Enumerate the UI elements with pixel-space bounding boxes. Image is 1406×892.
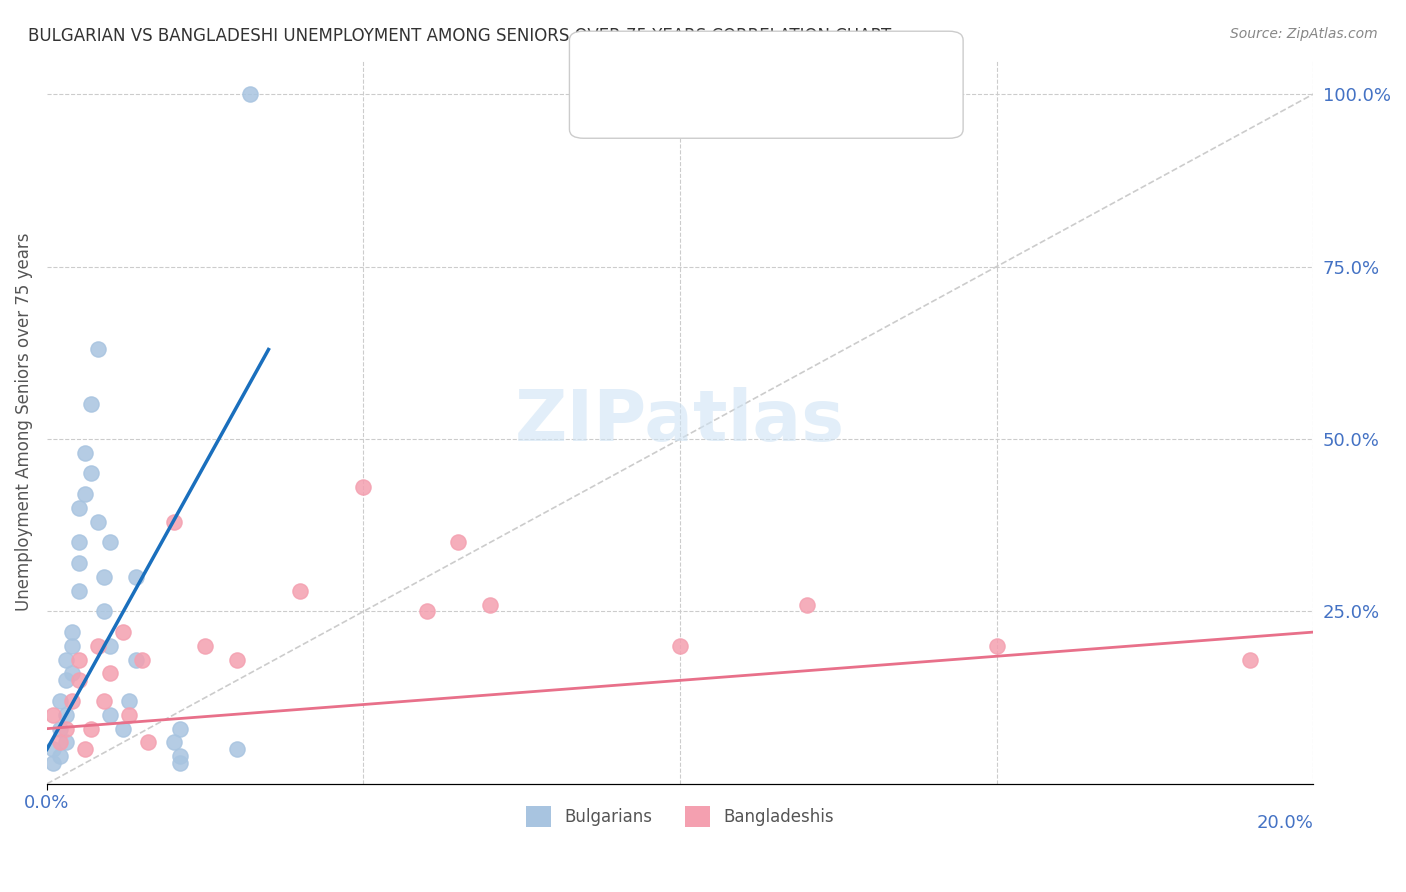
Text: R = 0.190: R = 0.190 [636, 94, 725, 112]
Point [416, 604, 439, 618]
Point [98, 666, 121, 681]
Point [42, 707, 65, 722]
Point [93, 570, 115, 584]
Point [288, 583, 311, 598]
Point [93, 604, 115, 618]
Point [169, 756, 191, 771]
Text: R = 0.355: R = 0.355 [636, 58, 725, 76]
Point [136, 735, 159, 749]
Point [42, 756, 65, 771]
Point [225, 742, 247, 756]
Point [73, 487, 96, 501]
Point [986, 639, 1008, 653]
Point [55, 707, 77, 722]
Point [80, 397, 103, 411]
Point [86, 343, 108, 357]
Point [60, 694, 83, 708]
Point [48, 722, 70, 736]
Point [67, 583, 90, 598]
Legend: Bulgarians, Bangladeshis: Bulgarians, Bangladeshis [519, 800, 841, 833]
Point [55, 673, 77, 688]
Point [80, 722, 103, 736]
Point [67, 653, 90, 667]
Point [73, 446, 96, 460]
Point [98, 707, 121, 722]
Point [93, 694, 115, 708]
Point [67, 500, 90, 515]
Point [353, 480, 375, 494]
Point [73, 742, 96, 756]
Text: Source: ZipAtlas.com: Source: ZipAtlas.com [1230, 27, 1378, 41]
Point [169, 749, 191, 764]
Point [118, 694, 141, 708]
Point [60, 666, 83, 681]
Text: N = 37: N = 37 [794, 58, 862, 76]
Point [124, 653, 146, 667]
Point [796, 598, 818, 612]
Point [111, 625, 134, 640]
Point [169, 722, 191, 736]
Point [1239, 653, 1261, 667]
Point [67, 673, 90, 688]
Y-axis label: Unemployment Among Seniors over 75 years: Unemployment Among Seniors over 75 years [15, 233, 32, 611]
Point [55, 722, 77, 736]
Point [48, 694, 70, 708]
Point [447, 535, 470, 549]
Point [162, 515, 184, 529]
Point [98, 535, 121, 549]
Point [118, 707, 141, 722]
Text: ZIPatlas: ZIPatlas [515, 387, 845, 456]
Point [111, 722, 134, 736]
Point [479, 598, 502, 612]
Point [60, 625, 83, 640]
Point [131, 653, 153, 667]
Point [124, 570, 146, 584]
Point [238, 87, 260, 101]
Point [67, 535, 90, 549]
Point [80, 467, 103, 481]
Point [48, 749, 70, 764]
Text: BULGARIAN VS BANGLADESHI UNEMPLOYMENT AMONG SENIORS OVER 75 YEARS CORRELATION CH: BULGARIAN VS BANGLADESHI UNEMPLOYMENT AM… [28, 27, 891, 45]
Point [60, 639, 83, 653]
Point [194, 639, 217, 653]
Point [42, 742, 65, 756]
Point [67, 556, 90, 570]
Point [86, 639, 108, 653]
Point [55, 735, 77, 749]
Point [86, 515, 108, 529]
Text: N = 27: N = 27 [794, 94, 862, 112]
Point [48, 735, 70, 749]
Text: 20.0%: 20.0% [1257, 814, 1313, 832]
Point [55, 653, 77, 667]
Point [225, 653, 247, 667]
Point [162, 735, 184, 749]
Point [98, 639, 121, 653]
Point [669, 639, 692, 653]
